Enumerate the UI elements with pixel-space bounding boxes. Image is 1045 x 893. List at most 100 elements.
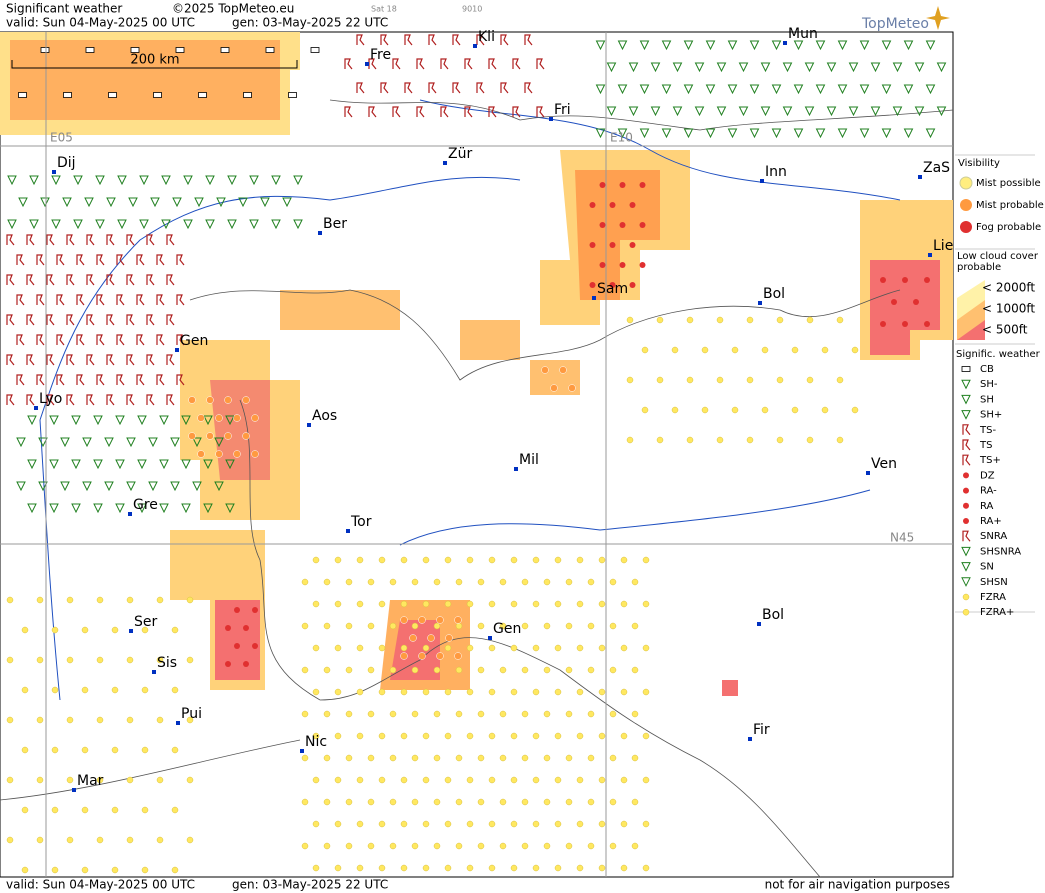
legend-item: SH+ <box>980 410 1002 421</box>
shower-symbol <box>892 106 903 117</box>
thunder-symbol <box>16 374 25 386</box>
shower-symbol <box>961 577 971 587</box>
thunder-symbol <box>146 274 155 286</box>
mist-symbol <box>642 820 650 828</box>
mist-symbol <box>821 406 829 414</box>
shower-symbol <box>194 197 204 208</box>
shower-symbol <box>183 175 193 186</box>
mist-symbol <box>488 600 496 608</box>
river <box>419 99 901 201</box>
mist-symbol <box>543 842 551 850</box>
legend-item: CB <box>980 364 994 375</box>
mist-symbol <box>836 436 844 444</box>
shower-symbol <box>760 62 771 73</box>
thunder-symbol <box>6 394 15 406</box>
thunder-symbol <box>176 374 185 386</box>
shower-symbol <box>159 415 169 426</box>
city-label: Sam <box>597 281 628 297</box>
thunder-symbol <box>136 334 145 346</box>
thunder-symbol <box>76 374 85 386</box>
legend-title: Low cloud cover probable <box>957 251 1038 273</box>
shade <box>210 380 270 480</box>
mist-symbol <box>477 754 485 762</box>
city-label: Inn <box>765 164 787 180</box>
footer-note: not for air navigation purposes <box>765 878 950 892</box>
thunder-symbol <box>500 34 509 46</box>
shower-symbol <box>961 546 971 557</box>
shower-symbol <box>51 175 61 186</box>
city-marker <box>757 622 761 626</box>
mist-probable-symbol <box>541 366 549 374</box>
mist-symbol <box>444 688 452 696</box>
rivers <box>39 99 901 701</box>
sat-label: Sat 18 <box>371 5 397 14</box>
shower-symbol <box>760 106 771 117</box>
fog-symbol <box>589 282 596 288</box>
shower-symbol <box>606 106 617 117</box>
mist-symbol <box>477 798 485 806</box>
shower-symbol <box>293 175 303 186</box>
mist-symbol <box>620 864 628 872</box>
shower-symbol <box>661 84 672 95</box>
footer-valid: valid: Sun 04-May-2025 00 UTC <box>6 878 195 892</box>
city-marker <box>488 636 492 640</box>
mist-symbol <box>642 732 650 740</box>
mist-symbol <box>422 644 430 652</box>
map-frame <box>0 31 954 878</box>
shower-symbol <box>181 503 191 514</box>
mist-symbol <box>532 820 540 828</box>
thunder-symbol <box>126 314 135 326</box>
mist-symbol <box>66 836 74 844</box>
mist-symbol <box>444 644 452 652</box>
mist-symbol <box>422 688 430 696</box>
shower-symbol <box>293 219 303 230</box>
mist-symbol <box>422 776 430 784</box>
thunder-symbol <box>56 294 65 306</box>
mist-symbol <box>126 776 134 784</box>
mist-symbol <box>488 776 496 784</box>
mist-symbol <box>620 556 628 564</box>
shower-symbol <box>27 415 37 426</box>
mist-symbol <box>701 406 709 414</box>
mist-symbol <box>433 666 441 674</box>
legend-item: RA- <box>980 486 997 497</box>
thunder-symbol <box>36 334 45 346</box>
thunder-symbol <box>962 530 971 542</box>
shower-symbol <box>749 128 760 139</box>
thunder-symbol <box>488 106 497 118</box>
mist-symbol <box>565 798 573 806</box>
city-marker <box>928 253 932 257</box>
mist-symbol <box>532 776 540 784</box>
mist-symbol <box>334 644 342 652</box>
mist-symbol <box>433 710 441 718</box>
cb-symbol <box>243 92 252 98</box>
shower-symbol <box>661 40 672 51</box>
thunder-symbol <box>6 354 15 366</box>
city-marker <box>443 161 447 165</box>
shower-symbol <box>260 197 270 208</box>
legend-swatch <box>959 176 973 190</box>
shower-symbol <box>227 175 237 186</box>
shower-symbol <box>961 562 971 572</box>
mist-symbol <box>598 732 606 740</box>
shower-symbol <box>249 219 259 230</box>
shower-symbol <box>62 197 72 208</box>
thunder-symbol <box>368 106 377 118</box>
city-label: Mun <box>788 26 818 42</box>
mist-symbol <box>301 666 309 674</box>
city-marker <box>783 41 787 45</box>
thunder-symbol <box>46 394 55 406</box>
mist-symbol <box>576 864 584 872</box>
thunder-symbol <box>56 374 65 386</box>
mist-symbol <box>186 836 194 844</box>
mist-symbol <box>389 710 397 718</box>
mist-symbol <box>642 644 650 652</box>
mist-symbol <box>171 746 179 754</box>
city-label: Dij <box>57 155 76 171</box>
mist-symbol <box>598 864 606 872</box>
mist-symbol <box>716 376 724 384</box>
mist-symbol <box>656 316 664 324</box>
mist-symbol <box>631 798 639 806</box>
mist-symbol <box>565 578 573 586</box>
mist-symbol <box>422 820 430 828</box>
